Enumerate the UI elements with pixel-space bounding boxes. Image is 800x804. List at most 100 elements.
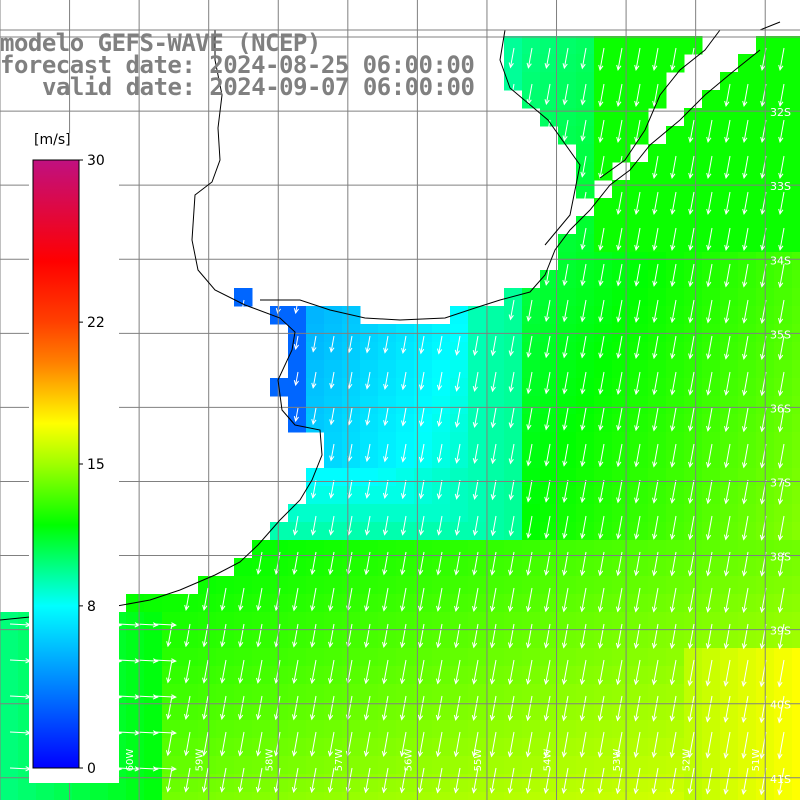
wind-arrow [580, 47, 587, 70]
speed-cell [684, 432, 703, 451]
speed-cell [576, 360, 595, 379]
speed-cell [792, 720, 800, 739]
wind-arrow [633, 587, 641, 613]
speed-cell [360, 540, 379, 559]
speed-cell [702, 378, 721, 397]
wind-arrow [184, 587, 191, 611]
speed-cell [792, 774, 800, 793]
speed-cell [774, 342, 793, 361]
speed-cell [702, 522, 721, 541]
speed-cell [360, 648, 379, 667]
speed-cell [504, 504, 523, 523]
speed-cell [486, 756, 505, 775]
speed-cell [594, 270, 613, 289]
speed-cell [720, 720, 739, 739]
speed-cell [162, 648, 181, 667]
speed-cell [576, 486, 595, 505]
speed-cell [252, 576, 271, 595]
speed-cell [594, 594, 613, 613]
speed-cell [234, 666, 253, 685]
speed-cell [648, 180, 667, 199]
speed-cell [738, 306, 757, 325]
speed-cell [774, 108, 793, 127]
wind-arrow [238, 587, 245, 612]
wind-arrow [597, 623, 605, 649]
wind-arrow [670, 299, 677, 324]
speed-cell [144, 684, 163, 703]
speed-cell [216, 720, 235, 739]
speed-cell [738, 666, 757, 685]
wind-arrow [417, 695, 425, 721]
speed-cell [666, 342, 685, 361]
speed-cell [36, 792, 55, 804]
speed-cell [396, 684, 415, 703]
speed-cell [648, 576, 667, 595]
wind-arrow [472, 515, 479, 537]
speed-cell [720, 108, 739, 127]
speed-cell [612, 198, 631, 217]
speed-cell [522, 612, 541, 631]
speed-cell [288, 648, 307, 667]
speed-cell [360, 774, 379, 793]
wind-arrow [436, 407, 443, 428]
wind-arrow [327, 695, 335, 721]
speed-cell [738, 630, 757, 649]
speed-cell [450, 666, 469, 685]
wind-arrow [778, 299, 785, 325]
speed-cell [252, 756, 271, 775]
speed-cell [594, 576, 613, 595]
speed-cell [306, 360, 325, 379]
speed-cell [792, 468, 800, 487]
wind-arrow [507, 767, 515, 794]
speed-cell [504, 288, 523, 307]
speed-cell [792, 180, 800, 199]
speed-cell [792, 630, 800, 649]
wind-arrow [291, 731, 299, 757]
speed-cell [180, 720, 199, 739]
speed-cell [684, 540, 703, 559]
speed-cell [540, 504, 559, 523]
speed-cell [612, 234, 631, 253]
speed-cell [612, 126, 631, 145]
wind-arrow [634, 83, 641, 107]
speed-cell [198, 684, 217, 703]
speed-cell [594, 162, 613, 181]
speed-cell [558, 414, 577, 433]
speed-cell [648, 612, 667, 631]
speed-cell [540, 270, 559, 289]
speed-cell [558, 54, 577, 73]
speed-cell [594, 432, 613, 451]
wind-arrow [184, 623, 191, 648]
wind-arrow [741, 731, 749, 760]
speed-cell [324, 666, 343, 685]
wind-arrow [508, 371, 515, 393]
speed-cell [774, 378, 793, 397]
speed-cell [666, 792, 685, 804]
speed-cell [720, 414, 739, 433]
wind-arrow [561, 587, 569, 613]
wind-arrow [329, 443, 335, 462]
wind-arrow [652, 299, 659, 324]
wind-arrow [777, 767, 785, 796]
speed-cell [630, 378, 649, 397]
speed-cell [432, 504, 451, 523]
coastline-segment [759, 21, 781, 31]
speed-cell [774, 738, 793, 757]
speed-cell [252, 792, 271, 804]
speed-cell [702, 234, 721, 253]
speed-cell [270, 594, 289, 613]
speed-cell [522, 450, 541, 469]
speed-cell [180, 774, 199, 793]
speed-cell [144, 630, 163, 649]
speed-cell [126, 720, 145, 739]
wind-arrow [724, 407, 731, 433]
wind-arrow [634, 371, 641, 396]
speed-cell [486, 306, 505, 325]
speed-cell [360, 756, 379, 775]
wind-arrow [652, 263, 659, 287]
wind-arrow [383, 407, 389, 427]
speed-cell [684, 450, 703, 469]
speed-cell [288, 792, 307, 804]
speed-cell [792, 504, 800, 523]
wind-arrow [544, 299, 551, 323]
